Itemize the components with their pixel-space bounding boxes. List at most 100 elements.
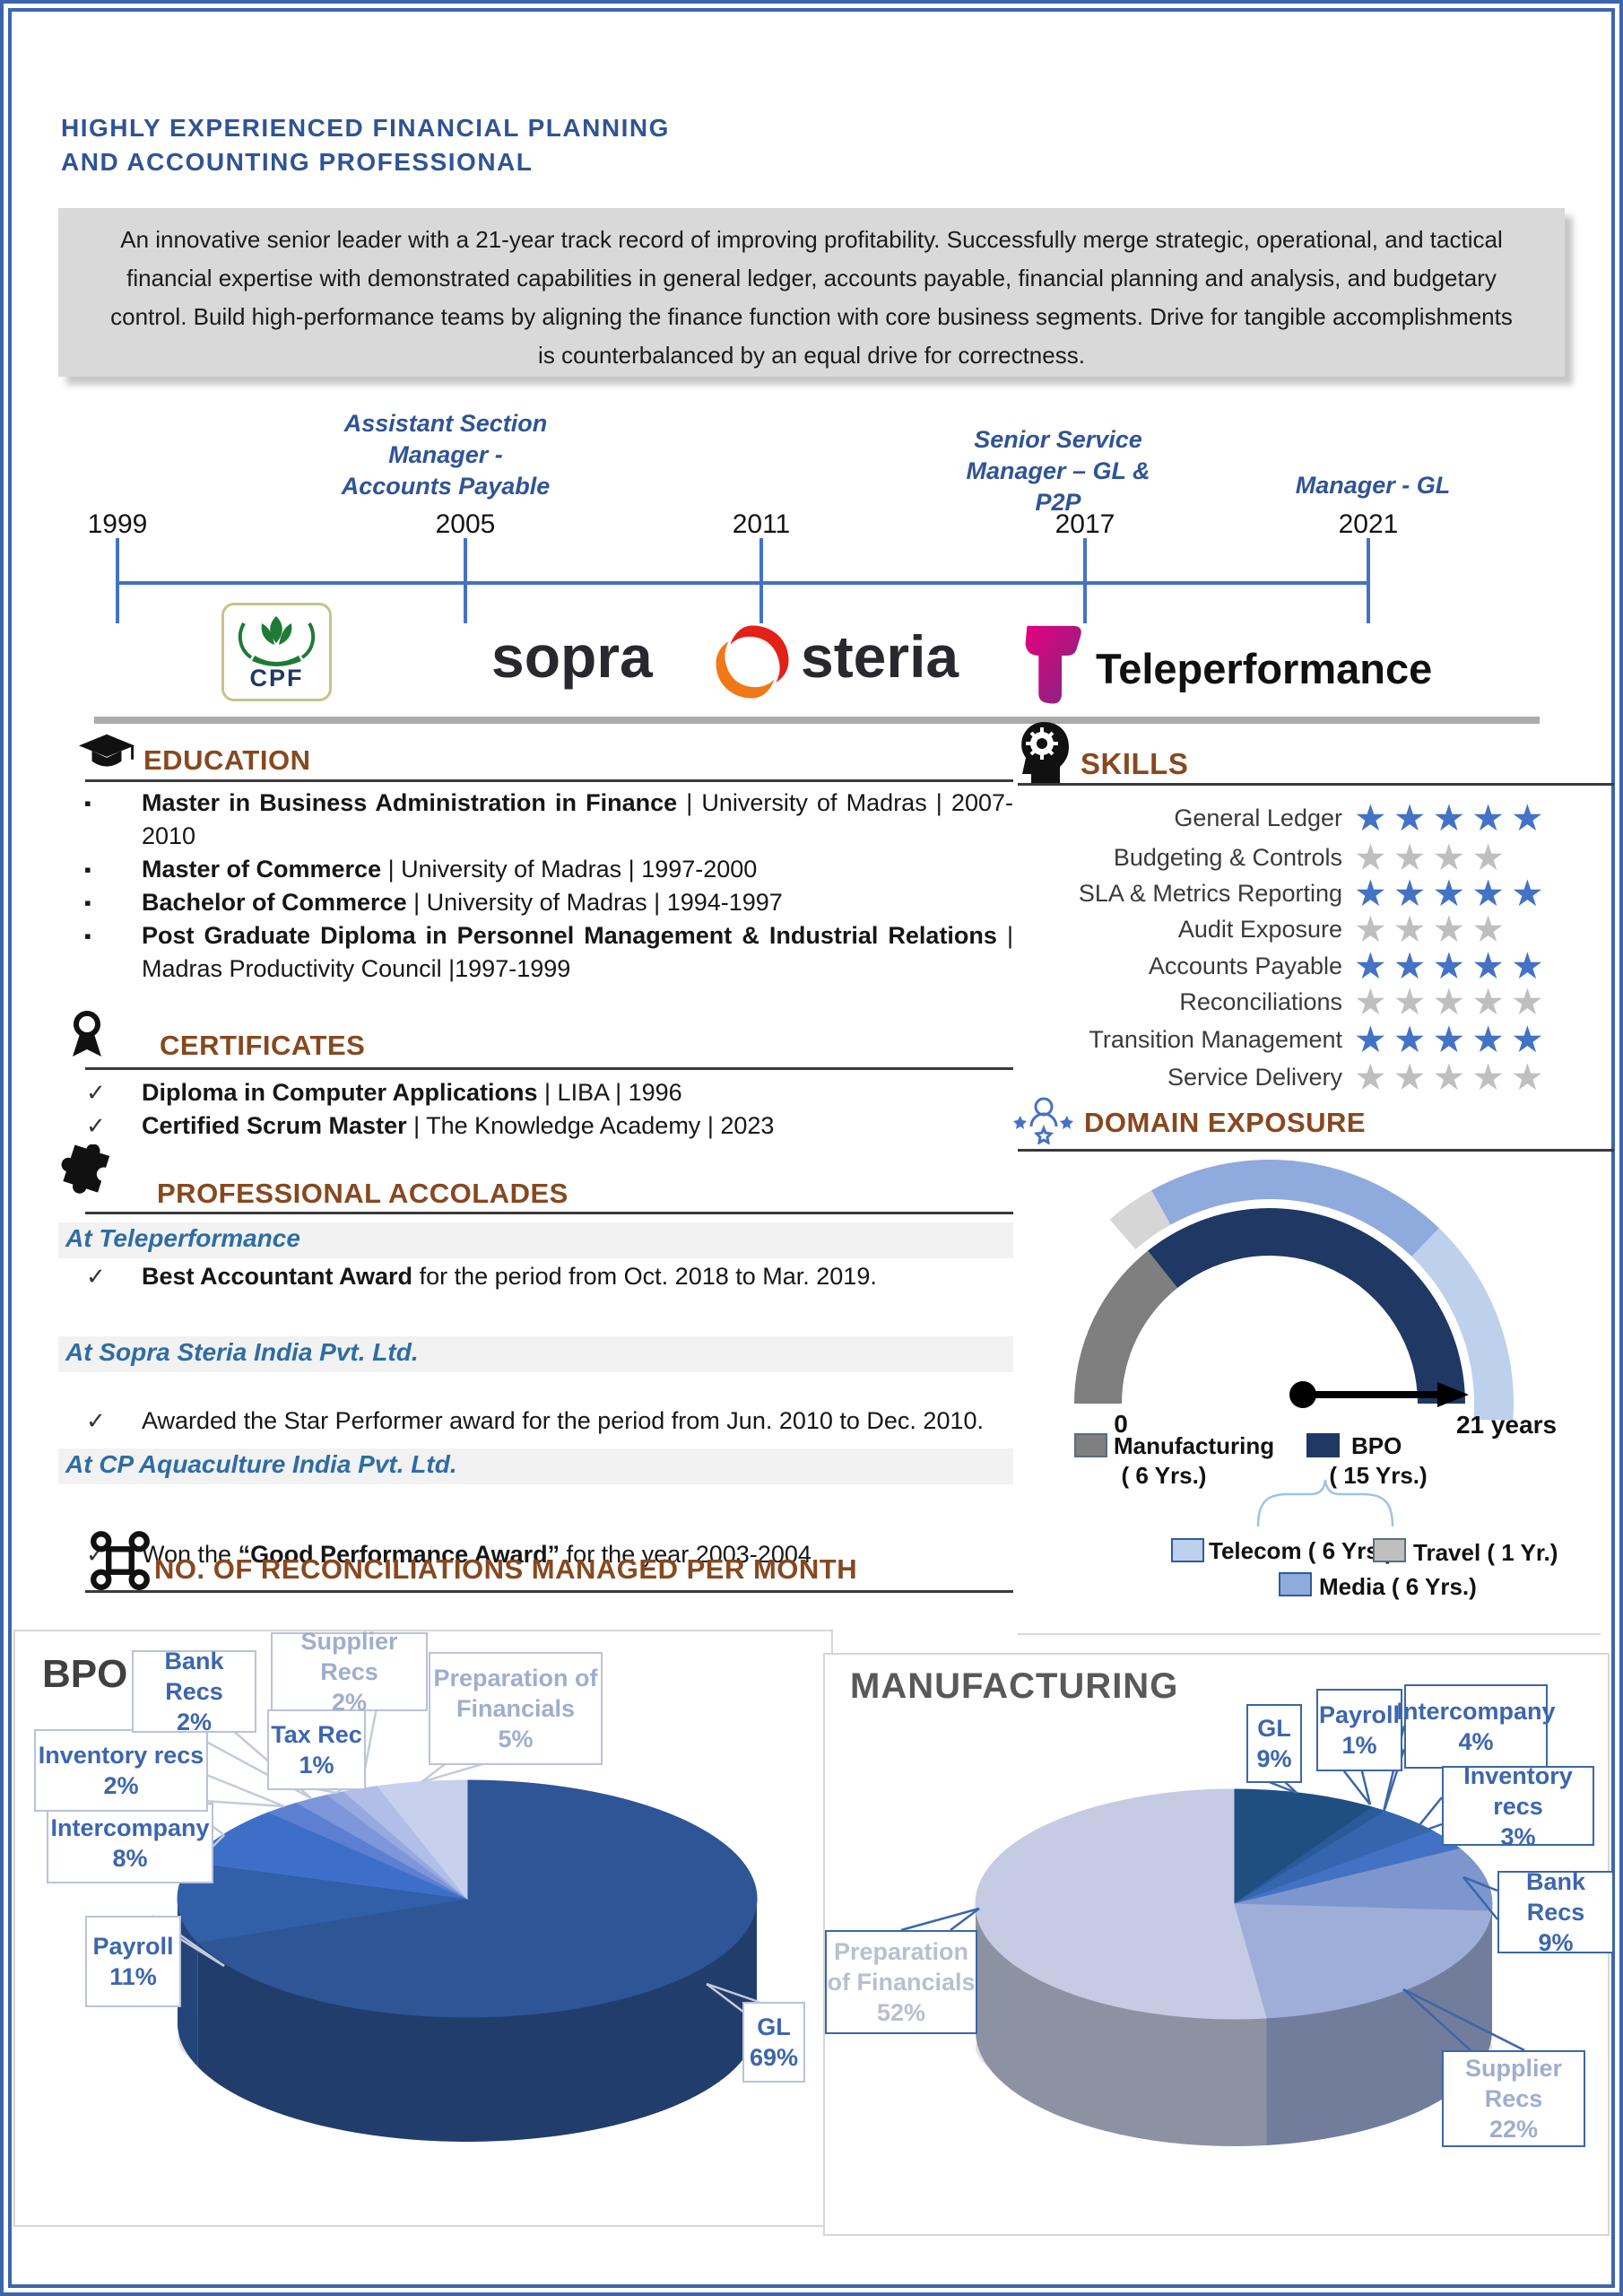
pie-charts bbox=[152, 1707, 1525, 2146]
sopra-steria-mark bbox=[716, 625, 789, 699]
summary-box: An innovative senior leader with a 21-ye… bbox=[58, 208, 1565, 377]
certificate-item: Diploma in Computer Applications | LIBA … bbox=[79, 1076, 1013, 1109]
education-item: Post Graduate Diploma in Personnel Manag… bbox=[79, 919, 1013, 986]
skill-label: Service Delivery bbox=[1167, 1064, 1342, 1091]
skill-stars: ★★★★★ bbox=[1354, 944, 1550, 987]
legend-swatch-media bbox=[1279, 1572, 1312, 1596]
skill-stars: ★★★★★ bbox=[1354, 796, 1550, 839]
accolade-company-3: At CP Aquaculture India Pvt. Ltd. bbox=[65, 1450, 457, 1478]
bpo-brace bbox=[1256, 1479, 1394, 1527]
accolades-underline bbox=[85, 1212, 1013, 1214]
timeline-role-2: Senior Service Manager – GL & P2P bbox=[966, 426, 1150, 516]
domain-exposure-gauge bbox=[1074, 1160, 1514, 1420]
gauge-min-label: 0 bbox=[1114, 1410, 1128, 1438]
skill-label: Transition Management bbox=[1089, 1026, 1342, 1053]
education-icon bbox=[79, 734, 135, 779]
timeline-year-2021: 2021 bbox=[1338, 509, 1399, 539]
accolade-company-1: At Teleperformance bbox=[65, 1224, 300, 1252]
timeline-divider bbox=[94, 717, 1540, 724]
skill-label: Audit Exposure bbox=[1177, 916, 1342, 943]
legend-swatch-bpo bbox=[1306, 1433, 1340, 1457]
pie-label-payroll: Payroll 11% bbox=[85, 1916, 181, 2007]
certificates-underline bbox=[85, 1067, 1013, 1070]
accolade-item-1: Best Accountant Award for the period fro… bbox=[79, 1263, 1076, 1291]
reconciliations-heading: NO. OF RECONCILIATIONS MANAGED PER MONTH bbox=[154, 1553, 858, 1585]
skills-underline bbox=[1018, 783, 1614, 786]
title-line1: HIGHLY EXPERIENCED FINANCIAL PLANNING bbox=[61, 114, 670, 142]
legend-label-travel: Travel ( 1 Yr.) bbox=[1413, 1539, 1558, 1566]
teleperformance-mark bbox=[1025, 625, 1081, 704]
pie-label-inventory-recs: Inventory recs 3% bbox=[1442, 1762, 1594, 1850]
skill-stars: ★★★★ bbox=[1354, 836, 1512, 879]
timeline-role-3: Manager - GL bbox=[1295, 472, 1451, 499]
skill-label: Accounts Payable bbox=[1148, 952, 1342, 979]
accolade-item-3: Won the “Good Performance Award” for the… bbox=[79, 1541, 1076, 1569]
pie-label-tax-rec: Tax Rec 1% bbox=[267, 1709, 366, 1790]
accolade-company-band-1: At Teleperformance bbox=[58, 1222, 1013, 1258]
timeline-year-1999: 1999 bbox=[87, 509, 148, 539]
accolade-company-band-3: At CP Aquaculture India Pvt. Ltd. bbox=[58, 1448, 1013, 1484]
skill-label: Reconciliations bbox=[1179, 988, 1342, 1015]
timeline-year-2005: 2005 bbox=[435, 509, 496, 539]
legend-swatch-manufacturing bbox=[1074, 1433, 1107, 1457]
skill-stars: ★★★★ bbox=[1354, 908, 1512, 951]
timeline-tick-2017 bbox=[1083, 538, 1087, 623]
pie-label-bank-recs: Bank Recs 9% bbox=[1497, 1868, 1614, 1956]
pie-label-bank-recs: Bank Recs 2% bbox=[132, 1648, 256, 1735]
accolades-heading: PROFESSIONAL ACCOLADES bbox=[157, 1178, 568, 1209]
accolade-company-band-2: At Sopra Steria India Pvt. Ltd. bbox=[58, 1336, 1013, 1372]
cpf-logo-text: CPF bbox=[249, 665, 304, 691]
education-item: Master of Commerce | University of Madra… bbox=[79, 853, 1013, 886]
timeline-tick-2011 bbox=[759, 538, 763, 623]
steria-text: steria bbox=[801, 623, 959, 690]
skill-stars: ★★★★★ bbox=[1354, 1056, 1550, 1099]
skills-heading: SKILLS bbox=[1081, 747, 1189, 780]
pie-label-gl: GL 9% bbox=[1246, 1704, 1302, 1783]
certificate-item: Certified Scrum Master | The Knowledge A… bbox=[79, 1109, 1013, 1143]
teleperformance-text: Teleperformance bbox=[1096, 645, 1433, 692]
pie-label-supplier-recs: Supplier Recs 2% bbox=[271, 1628, 428, 1716]
pie-label-payroll: Payroll 1% bbox=[1316, 1689, 1402, 1771]
gauge-max-label: 21 years bbox=[1455, 1411, 1558, 1439]
skill-stars: ★★★★★ bbox=[1354, 872, 1550, 915]
manufacturing-chart-title: MANUFACTURING bbox=[850, 1666, 1179, 1706]
education-list: Master in Business Administration in Fin… bbox=[79, 787, 1013, 986]
domain-underline bbox=[1018, 1149, 1614, 1152]
timeline-tick-2005 bbox=[464, 538, 467, 623]
timeline-tick-1999 bbox=[116, 538, 119, 623]
timeline-line bbox=[116, 581, 1370, 585]
education-heading: EDUCATION bbox=[143, 744, 311, 776]
pie-label-preparation-of-financials: Preparation of Financials 52% bbox=[825, 1930, 977, 2034]
domain-exposure-heading: DOMAIN EXPOSURE bbox=[1084, 1107, 1367, 1138]
sopra-text: sopra bbox=[491, 623, 653, 690]
accolade-item-2: Awarded the Star Performer award for the… bbox=[79, 1407, 1076, 1435]
certificates-icon bbox=[67, 1010, 110, 1068]
legend-swatch-travel bbox=[1373, 1538, 1406, 1562]
right-column-divider bbox=[1018, 1633, 1601, 1635]
skill-stars: ★★★★★ bbox=[1354, 1018, 1550, 1061]
timeline-year-2017: 2017 bbox=[1055, 509, 1115, 539]
legend-swatch-telecom bbox=[1171, 1538, 1204, 1562]
certificates-list: Diploma in Computer Applications | LIBA … bbox=[79, 1076, 1013, 1143]
legend-label-bpo: BPO bbox=[1351, 1432, 1402, 1459]
domain-exposure-icon bbox=[1011, 1096, 1076, 1149]
skill-label: Budgeting & Controls bbox=[1113, 844, 1342, 871]
legend-label-manufacturing: Manufacturing bbox=[1114, 1432, 1275, 1459]
pie-label-inventory-recs: Inventory recs 2% bbox=[34, 1729, 208, 1812]
pie-label-preparation-of-financials: Preparation of Financials 5% bbox=[429, 1652, 603, 1765]
pie-label-supplier-recs: Supplier Recs 22% bbox=[1442, 2050, 1585, 2147]
skill-label: SLA & Metrics Reporting bbox=[1078, 880, 1342, 907]
education-item: Bachelor of Commerce | University of Mad… bbox=[79, 886, 1013, 919]
bpo-chart-title: BPO bbox=[42, 1652, 128, 1696]
page-title: HIGHLY EXPERIENCED FINANCIAL PLANNING AN… bbox=[61, 111, 670, 179]
accolade-company-2: At Sopra Steria India Pvt. Ltd. bbox=[65, 1338, 419, 1366]
accolades-icon bbox=[58, 1144, 114, 1205]
timeline-role-1: Assistant Section Manager - Accounts Payab… bbox=[341, 410, 551, 500]
summary-line: financial expertise with demonstrated ca… bbox=[126, 265, 1497, 291]
legend-years-bpo: ( 15 Yrs.) bbox=[1329, 1462, 1428, 1489]
skill-stars: ★★★★★ bbox=[1354, 980, 1550, 1023]
summary-line: An innovative senior leader with a 21-ye… bbox=[120, 226, 1503, 253]
skills-icon bbox=[1013, 720, 1071, 789]
timeline-year-2011: 2011 bbox=[732, 509, 791, 539]
